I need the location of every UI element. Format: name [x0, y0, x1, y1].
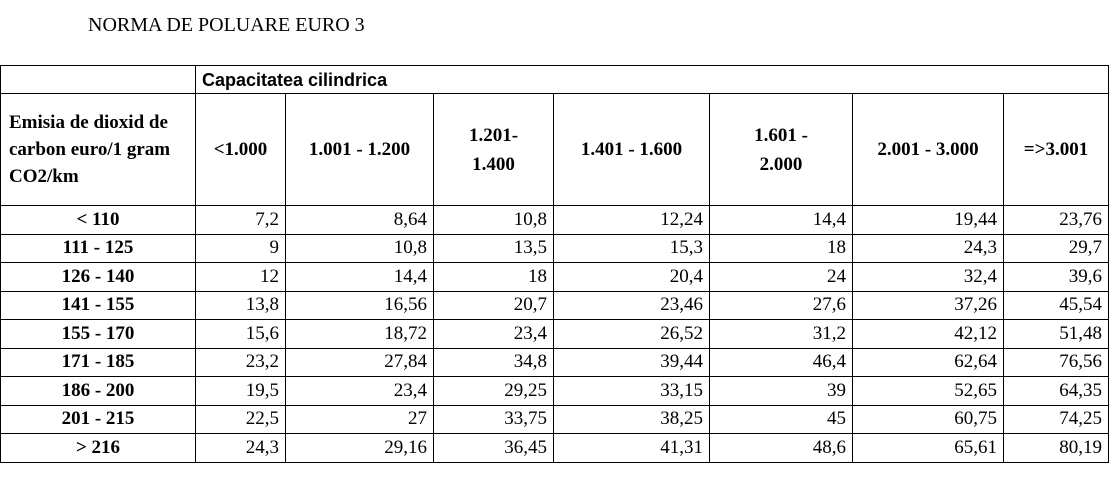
value-cell: 23,76 [1002, 205, 1110, 235]
data-row: > 216 24,3 29,16 36,45 41,31 48,6 65,61 80,19 [0, 433, 1110, 463]
value-cell: 37,26 [852, 290, 1004, 320]
value-cell: 31,2 [709, 319, 853, 349]
column-header: 2.001 - 3.000 [852, 93, 1004, 206]
value-cell: 34,8 [433, 347, 554, 377]
value-cell: 12 [195, 262, 286, 292]
value-cell: 18 [433, 262, 554, 292]
row-header: Emisia de dioxid de carbon euro/1 gram C… [0, 93, 196, 206]
column-header: 1.401 - 1.600 [553, 93, 710, 206]
value-cell: 41,31 [553, 433, 710, 463]
value-cell: 26,52 [553, 319, 710, 349]
row-label: 201 - 215 [0, 404, 196, 434]
value-cell: 7,2 [195, 205, 286, 235]
value-cell: 33,75 [433, 404, 554, 434]
value-cell: 10,8 [285, 233, 434, 263]
value-cell: 24 [709, 262, 853, 292]
value-cell: 52,65 [852, 376, 1004, 406]
value-cell: 29,25 [433, 376, 554, 406]
value-cell: 23,4 [433, 319, 554, 349]
row-label: 126 - 140 [0, 262, 196, 292]
data-row: 171 - 185 23,2 27,84 34,8 39,44 46,4 62,64 76,5… [0, 347, 1110, 377]
value-cell: 51,48 [1002, 319, 1110, 349]
table-body: Capacitatea cilindrica Emisia de dioxid d… [0, 65, 1110, 463]
value-cell: 23,46 [553, 290, 710, 320]
data-row: 126 - 140 12 14,4 18 20,4 24 32,4 39,6 [0, 262, 1110, 292]
group-header: Capacitatea cilindrica [194, 65, 1110, 94]
value-cell: 20,7 [433, 290, 554, 320]
value-cell: 15,3 [553, 233, 710, 263]
data-row: 141 - 155 13,8 16,56 20,7 23,46 27,6 37,26 45,5… [0, 290, 1110, 320]
data-row: 155 - 170 15,6 18,72 23,4 26,52 31,2 42,12 51,4… [0, 319, 1110, 349]
column-header: <1.000 [195, 93, 286, 206]
value-cell: 9 [195, 233, 286, 263]
value-cell: 39,6 [1002, 262, 1110, 292]
value-cell: 14,4 [709, 205, 853, 235]
value-cell: 12,24 [553, 205, 710, 235]
title: NORMA DE POLUARE EURO 3 [88, 14, 365, 36]
value-cell: 29,16 [285, 433, 434, 463]
data-row: 111 - 125 9 10,8 13,5 15,3 18 24,3 29,7 [0, 233, 1110, 263]
value-cell: 22,5 [195, 404, 286, 434]
value-cell: 20,4 [553, 262, 710, 292]
value-cell: 80,19 [1002, 433, 1110, 463]
value-cell: 65,61 [852, 433, 1004, 463]
value-cell: 64,35 [1002, 376, 1110, 406]
value-cell: 8,64 [285, 205, 434, 235]
value-cell: 45,54 [1002, 290, 1110, 320]
data-row: 201 - 215 22,5 27 33,75 38,25 45 60,75 74,25 [0, 404, 1110, 434]
data-row: 186 - 200 19,5 23,4 29,25 33,15 39 52,65 64,35 [0, 376, 1110, 406]
column-header-row: Emisia de dioxid de carbon euro/1 gram C… [0, 93, 1110, 206]
value-cell: 23,2 [195, 347, 286, 377]
value-cell: 27,84 [285, 347, 434, 377]
column-header: 1.601 - 2.000 [709, 93, 853, 206]
corner-cell [0, 65, 196, 94]
value-cell: 39,44 [553, 347, 710, 377]
value-cell: 18 [709, 233, 853, 263]
row-label: < 110 [0, 205, 196, 235]
value-cell: 13,5 [433, 233, 554, 263]
value-cell: 18,72 [285, 319, 434, 349]
value-cell: 14,4 [285, 262, 434, 292]
value-cell: 42,12 [852, 319, 1004, 349]
row-label: 155 - 170 [0, 319, 196, 349]
value-cell: 46,4 [709, 347, 853, 377]
row-label: > 216 [0, 433, 196, 463]
value-cell: 33,15 [553, 376, 710, 406]
row-label: 171 - 185 [0, 347, 196, 377]
value-cell: 19,44 [852, 205, 1004, 235]
value-cell: 10,8 [433, 205, 554, 235]
value-cell: 36,45 [433, 433, 554, 463]
row-label: 186 - 200 [0, 376, 196, 406]
row-label: 111 - 125 [0, 233, 196, 263]
group-header-row: Capacitatea cilindrica [0, 65, 1110, 94]
value-cell: 24,3 [852, 233, 1004, 263]
emission-table: Capacitatea cilindrica Emisia de dioxid d… [0, 65, 1110, 463]
data-row: < 110 7,2 8,64 10,8 12,24 14,4 19,44 23,76 [0, 205, 1110, 235]
column-header: 1.001 - 1.200 [285, 93, 434, 206]
value-cell: 60,75 [852, 404, 1004, 434]
value-cell: 19,5 [195, 376, 286, 406]
value-cell: 13,8 [195, 290, 286, 320]
value-cell: 39 [709, 376, 853, 406]
value-cell: 62,64 [852, 347, 1004, 377]
row-label: 141 - 155 [0, 290, 196, 320]
value-cell: 23,4 [285, 376, 434, 406]
value-cell: 48,6 [709, 433, 853, 463]
value-cell: 27 [285, 404, 434, 434]
value-cell: 29,7 [1002, 233, 1110, 263]
value-cell: 27,6 [709, 290, 853, 320]
value-cell: 74,25 [1002, 404, 1110, 434]
value-cell: 38,25 [553, 404, 710, 434]
column-header: 1.201- 1.400 [433, 93, 554, 206]
value-cell: 45 [709, 404, 853, 434]
value-cell: 24,3 [195, 433, 286, 463]
value-cell: 15,6 [195, 319, 286, 349]
value-cell: 16,56 [285, 290, 434, 320]
column-header: =>3.001 [1002, 93, 1110, 206]
value-cell: 76,56 [1002, 347, 1110, 377]
value-cell: 32,4 [852, 262, 1004, 292]
